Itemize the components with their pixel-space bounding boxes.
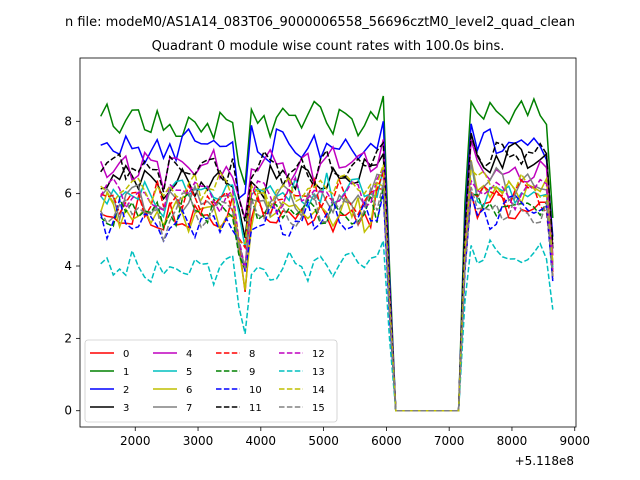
series-layer (99, 95, 554, 412)
y-tick-label: 2 (64, 331, 72, 345)
legend-label-13: 13 (312, 367, 325, 378)
legend-label-12: 12 (312, 349, 325, 360)
legend-label-0: 0 (123, 349, 129, 360)
x-tick-label: 4000 (246, 434, 277, 448)
series-line-2 (100, 121, 554, 412)
figure-suptitle: n file: modeM0/AS1A14_083T06_9000006558_… (65, 15, 575, 30)
x-tick-label: 8000 (497, 434, 528, 448)
series-line-7 (100, 161, 554, 412)
legend-box (84, 339, 338, 423)
x-axis-ticks: 2000 3000 4000 5000 6000 7000 8000 9000 (120, 427, 590, 448)
series-line-15 (100, 182, 554, 412)
legend-label-10: 10 (249, 385, 262, 396)
legend-label-7: 7 (186, 403, 192, 414)
x-tick-label: 2000 (120, 434, 151, 448)
x-offset-label: +5.118e8 (515, 454, 574, 468)
legend-label-4: 4 (186, 349, 192, 360)
legend-label-15: 15 (312, 403, 325, 414)
legend-label-3: 3 (123, 403, 129, 414)
legend-label-1: 1 (123, 367, 129, 378)
legend-label-14: 14 (312, 385, 325, 396)
series-line-11 (100, 135, 554, 412)
legend-label-6: 6 (186, 385, 192, 396)
x-tick-label: 6000 (371, 434, 402, 448)
axes-frame (79, 57, 577, 428)
x-tick-label: 7000 (434, 434, 465, 448)
series-line-1 (100, 95, 554, 412)
series-line-12 (100, 165, 554, 412)
y-tick-label: 8 (64, 114, 72, 128)
y-tick-label: 4 (64, 259, 72, 273)
series-line-10 (99, 193, 554, 412)
y-tick-label: 6 (64, 187, 72, 201)
legend-label-8: 8 (249, 349, 255, 360)
series-line-13 (100, 238, 554, 412)
legend-label-2: 2 (123, 385, 129, 396)
series-line-4 (100, 139, 554, 412)
series-line-5 (100, 160, 554, 412)
legend-label-5: 5 (186, 367, 192, 378)
legend-label-9: 9 (249, 367, 255, 378)
series-line-9 (100, 186, 554, 412)
y-tick-label: 0 (64, 404, 72, 418)
plot-title: Quadrant 0 module wise count rates with … (152, 39, 505, 54)
legend-label-11: 11 (249, 403, 262, 414)
series-line-14 (100, 164, 554, 412)
x-tick-label: 5000 (308, 434, 339, 448)
y-axis-ticks: 0 2 4 6 8 (64, 114, 80, 418)
x-tick-label: 9000 (559, 434, 590, 448)
x-tick-label: 3000 (183, 434, 214, 448)
